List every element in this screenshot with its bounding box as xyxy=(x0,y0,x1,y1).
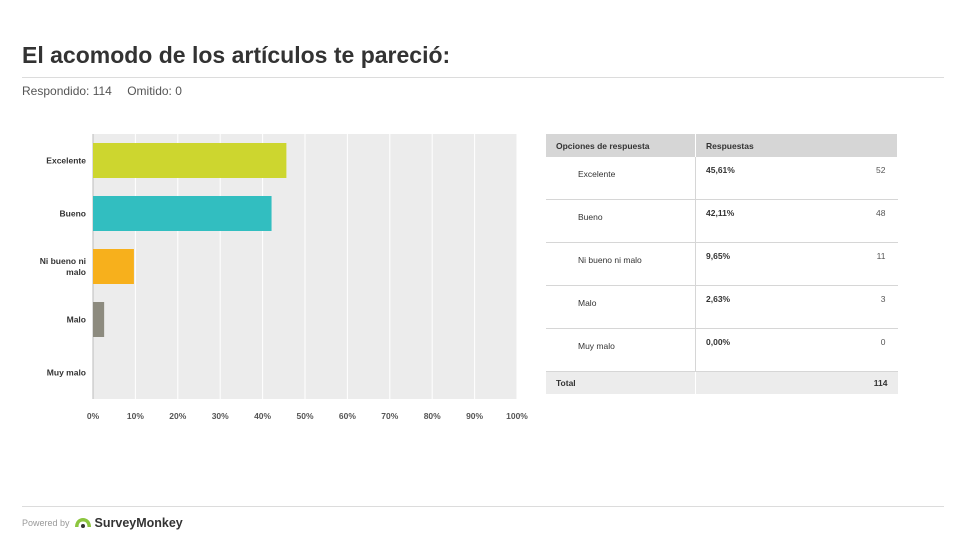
option-percent: 0,00% xyxy=(695,328,796,372)
option-count: 0 xyxy=(796,328,898,372)
table-row: Excelente 45,61% 52 xyxy=(546,157,898,200)
option-count: 48 xyxy=(796,199,898,243)
category-label: Muy malo xyxy=(47,368,86,378)
x-tick-label: 90% xyxy=(466,411,483,421)
x-tick-label: 20% xyxy=(169,411,186,421)
brand-logo[interactable]: SurveyMonkey xyxy=(74,516,183,530)
bar xyxy=(93,302,105,337)
x-tick-label: 40% xyxy=(254,411,271,421)
powered-by-text: Powered by xyxy=(22,518,70,528)
option-label: Excelente xyxy=(546,157,696,200)
x-tick-label: 100% xyxy=(506,411,528,421)
table-row: Ni bueno ni malo 9,65% 11 xyxy=(546,242,898,286)
x-tick-label: 50% xyxy=(296,411,313,421)
table-header-row: Opciones de respuesta Respuestas xyxy=(546,134,898,157)
option-label: Muy malo xyxy=(546,328,696,372)
response-stats: Respondido: 114 Omitido: 0 xyxy=(22,84,194,98)
header-options: Opciones de respuesta xyxy=(546,134,696,157)
option-label: Ni bueno ni malo xyxy=(546,242,696,286)
category-label: Excelente xyxy=(46,156,86,166)
x-tick-label: 30% xyxy=(212,411,229,421)
brand-name: SurveyMonkey xyxy=(94,516,183,530)
page-title: El acomodo de los artículos te pareció: xyxy=(22,42,451,68)
table-row: Bueno 42,11% 48 xyxy=(546,199,898,243)
table-total-row: Total 114 xyxy=(546,371,898,394)
category-label: Ni bueno ni xyxy=(40,256,86,266)
x-tick-label: 60% xyxy=(339,411,356,421)
surveymonkey-logo-icon xyxy=(74,517,92,530)
option-count: 11 xyxy=(796,242,898,286)
bar xyxy=(93,196,272,231)
table-row: Malo 2,63% 3 xyxy=(546,285,898,329)
answered-count: Respondido: 114 xyxy=(22,84,112,98)
option-percent: 45,61% xyxy=(695,157,796,200)
option-count: 3 xyxy=(796,285,898,329)
total-value: 114 xyxy=(695,371,898,394)
title-divider xyxy=(22,77,944,78)
option-percent: 42,11% xyxy=(695,199,796,243)
skipped-count: Omitido: 0 xyxy=(127,84,182,98)
x-tick-label: 10% xyxy=(127,411,144,421)
option-percent: 9,65% xyxy=(695,242,796,286)
category-label: malo xyxy=(66,267,86,277)
footer: Powered by SurveyMonkey xyxy=(22,516,183,530)
x-tick-label: 70% xyxy=(381,411,398,421)
option-label: Malo xyxy=(546,285,696,329)
option-percent: 2,63% xyxy=(695,285,796,329)
header-responses: Respuestas xyxy=(695,134,898,157)
footer-divider xyxy=(22,506,944,507)
total-label: Total xyxy=(546,371,696,394)
bar xyxy=(93,143,287,178)
response-table: Opciones de respuesta Respuestas Excelen… xyxy=(546,134,898,394)
table-row: Muy malo 0,00% 0 xyxy=(546,328,898,372)
category-label: Bueno xyxy=(60,209,86,219)
x-tick-label: 0% xyxy=(87,411,100,421)
category-label: Malo xyxy=(67,315,86,325)
option-label: Bueno xyxy=(546,199,696,243)
x-tick-label: 80% xyxy=(424,411,441,421)
bar xyxy=(93,249,134,284)
option-count: 52 xyxy=(796,157,898,200)
